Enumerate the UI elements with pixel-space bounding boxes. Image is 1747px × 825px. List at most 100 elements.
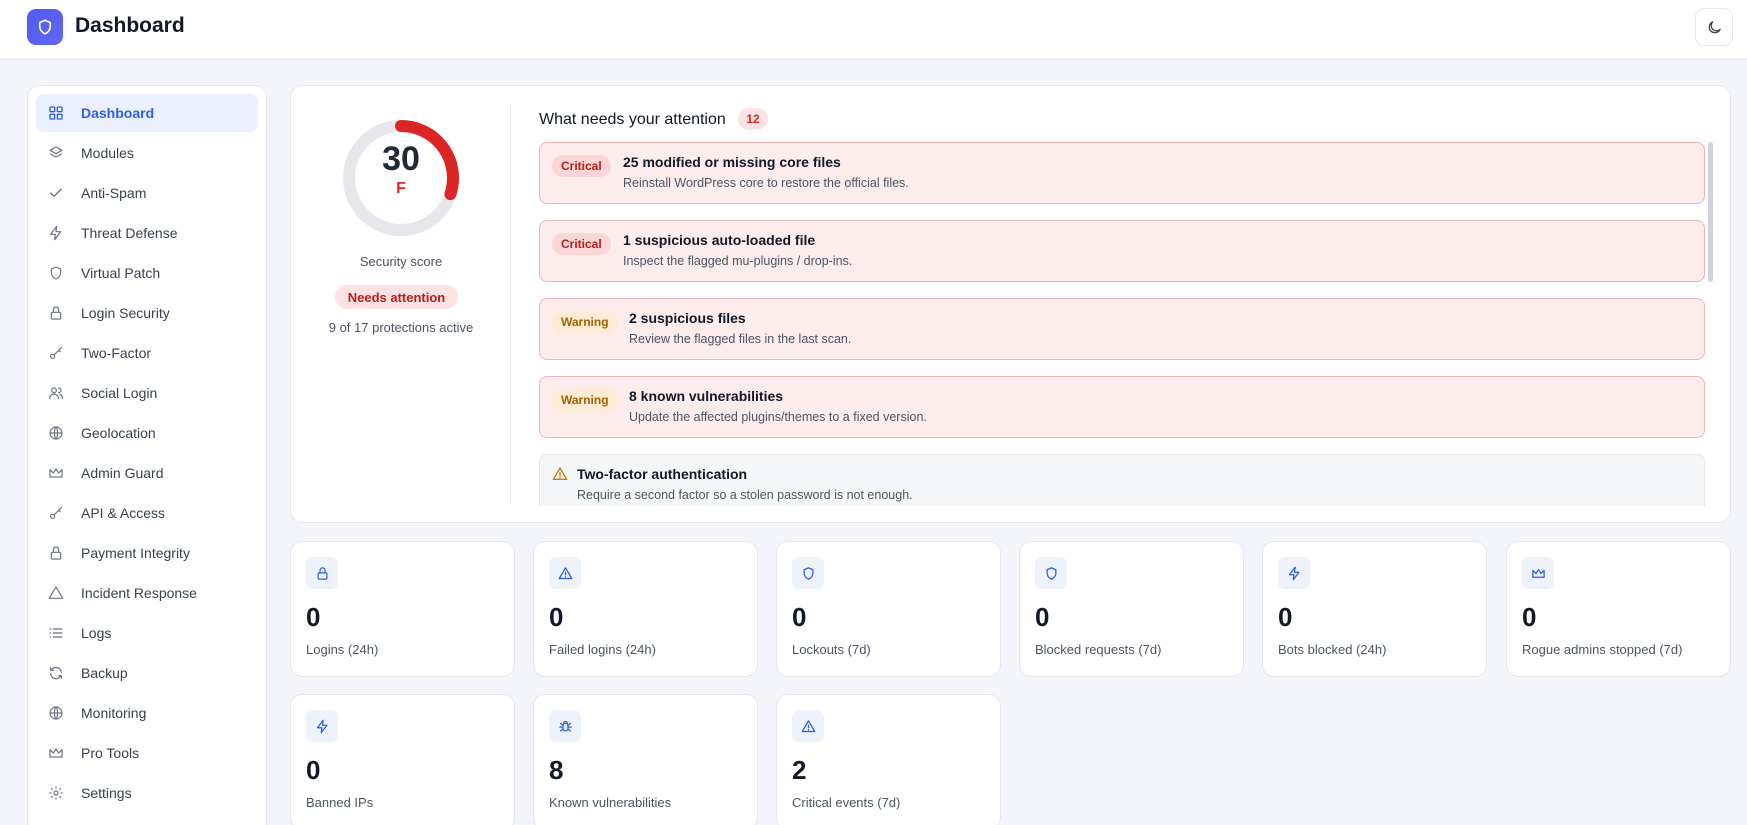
sidebar-item-social-login[interactable]: Social Login	[36, 374, 258, 412]
sidebar-item-label: Pro Tools	[81, 745, 140, 761]
stat-card: 0 Blocked requests (7d)	[1019, 541, 1244, 677]
stat-card: 0 Lockouts (7d)	[776, 541, 1001, 677]
lock-icon	[47, 544, 65, 562]
sidebar-item-label: Threat Defense	[81, 225, 178, 241]
security-overview-card: 30 F Security score Needs attention 9 of…	[290, 85, 1731, 523]
sidebar-item-label: Settings	[81, 785, 132, 801]
stat-value: 0	[549, 602, 564, 632]
stat-label: Banned IPs	[306, 795, 374, 810]
attention-title: What needs your attention	[539, 111, 726, 128]
attention-scrollbar[interactable]	[1708, 142, 1713, 282]
globe-icon	[47, 424, 65, 442]
alert-triangle-icon	[552, 466, 568, 487]
shield-icon	[1035, 557, 1067, 589]
stat-label: Blocked requests (7d)	[1035, 642, 1162, 657]
sidebar-item-label: Payment Integrity	[81, 545, 190, 561]
sidebar-item-api-access[interactable]: API & Access	[36, 494, 258, 532]
stat-value: 0	[1278, 602, 1293, 632]
sidebar-item-two-factor[interactable]: Two-Factor	[36, 334, 258, 372]
score-gauge	[343, 120, 459, 236]
alert-description: Inspect the flagged mu-plugins / drop-in…	[623, 254, 853, 268]
sidebar-item-admin-guard[interactable]: Admin Guard	[36, 454, 258, 492]
sidebar-item-logs[interactable]: Logs	[36, 614, 258, 652]
crown-icon	[1522, 557, 1554, 589]
stat-value: 0	[306, 602, 321, 632]
security-score-panel: 30 F Security score Needs attention 9 of…	[291, 86, 511, 524]
alert-description: Review the flagged files in the last sca…	[629, 332, 852, 346]
stat-label: Known vulnerabilities	[549, 795, 672, 810]
stat-value: 0	[306, 755, 321, 785]
alert-title: 25 modified or missing core files	[623, 154, 841, 170]
sidebar-item-label: Anti-Spam	[81, 185, 147, 201]
key-icon	[47, 504, 65, 522]
sidebar-item-login-security[interactable]: Login Security	[36, 294, 258, 332]
stat-label: Critical events (7d)	[792, 795, 901, 810]
users-icon	[47, 384, 65, 402]
alert-item[interactable]: Critical 25 modified or missing core fil…	[539, 142, 1705, 204]
stat-card: 0 Logins (24h)	[290, 541, 515, 677]
sidebar-item-backup[interactable]: Backup	[36, 654, 258, 692]
alert-title: Two-factor authentication	[577, 466, 748, 482]
shield-logo-icon	[27, 9, 63, 45]
sidebar-item-anti-spam[interactable]: Anti-Spam	[36, 174, 258, 212]
page-title: Dashboard	[75, 14, 185, 37]
protections-count: 9 of 17 protections active	[328, 320, 474, 335]
sidebar-item-label: Login Security	[81, 305, 170, 321]
sidebar-item-pro-tools[interactable]: Pro Tools	[36, 734, 258, 772]
attention-list[interactable]: Critical 25 modified or missing core fil…	[539, 142, 1705, 506]
alert-triangle-icon	[549, 557, 581, 589]
alert-item[interactable]: Warning 8 known vulnerabilities Update t…	[539, 376, 1705, 438]
alert-title: 8 known vulnerabilities	[629, 388, 784, 404]
sidebar-item-modules[interactable]: Modules	[36, 134, 258, 172]
moon-icon	[1708, 20, 1721, 33]
stat-label: Lockouts (7d)	[792, 642, 871, 657]
stat-value: 8	[549, 755, 564, 785]
sidebar-item-geolocation[interactable]: Geolocation	[36, 414, 258, 452]
sidebar-item-incident-response[interactable]: Incident Response	[36, 574, 258, 612]
status-badge: Needs attention	[335, 285, 458, 309]
bug-icon	[549, 710, 581, 742]
crown-icon	[47, 744, 65, 762]
alert-title: 2 suspicious files	[629, 310, 746, 326]
score-value: 30	[382, 140, 420, 178]
alert-item[interactable]: Critical 1 suspicious auto-loaded file I…	[539, 220, 1705, 282]
alert-item[interactable]: Warning 2 suspicious files Review the fl…	[539, 298, 1705, 360]
sidebar-item-monitoring[interactable]: Monitoring	[36, 694, 258, 732]
severity-badge: Warning	[552, 389, 618, 411]
sidebar-item-threat-defense[interactable]: Threat Defense	[36, 214, 258, 252]
sidebar-item-label: Geolocation	[81, 425, 156, 441]
lock-icon	[47, 304, 65, 322]
check-icon	[47, 184, 65, 202]
sidebar-item-label: Monitoring	[81, 705, 147, 721]
stat-card: 0 Bots blocked (24h)	[1262, 541, 1487, 677]
severity-badge: Critical	[552, 233, 611, 255]
alert-description: Reinstall WordPress core to restore the …	[623, 176, 909, 190]
sidebar-item-label: Modules	[81, 145, 134, 161]
stat-value: 0	[792, 602, 807, 632]
sidebar-item-settings[interactable]: Settings	[36, 774, 258, 812]
sidebar-item-dashboard[interactable]: Dashboard	[36, 94, 258, 132]
score-gauge-arc	[343, 120, 459, 236]
stat-value: 0	[1522, 602, 1537, 632]
layers-icon	[47, 144, 65, 162]
alert-description: Update the affected plugins/themes to a …	[629, 410, 927, 424]
stat-label: Failed logins (24h)	[549, 642, 656, 657]
top-bar: Dashboard	[0, 0, 1747, 60]
score-grade: F	[396, 180, 406, 197]
alert-title: 1 suspicious auto-loaded file	[623, 232, 816, 248]
theme-toggle-button[interactable]	[1695, 8, 1733, 46]
sidebar-item-payment-integrity[interactable]: Payment Integrity	[36, 534, 258, 572]
alert-item[interactable]: Two-factor authentication Require a seco…	[539, 454, 1705, 506]
zap-icon	[306, 710, 338, 742]
divider	[510, 106, 511, 502]
stat-value: 0	[1035, 602, 1050, 632]
stat-card: 0 Banned IPs	[290, 694, 515, 825]
sidebar-item-label: Social Login	[81, 385, 158, 401]
stat-card: 0 Rogue admins stopped (7d)	[1506, 541, 1731, 677]
attention-count-badge: 12	[738, 108, 768, 130]
alert-triangle-icon	[792, 710, 824, 742]
sidebar-item-virtual-patch[interactable]: Virtual Patch	[36, 254, 258, 292]
shield-icon	[47, 264, 65, 282]
sidebar-item-label: Admin Guard	[81, 465, 164, 481]
stat-card: 2 Critical events (7d)	[776, 694, 1001, 825]
